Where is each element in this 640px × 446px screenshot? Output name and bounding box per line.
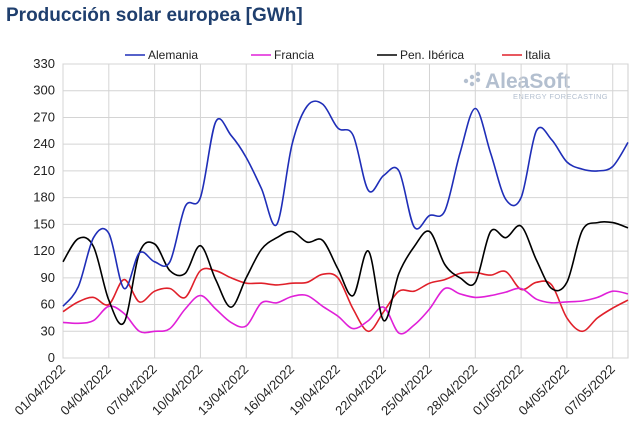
logo-sub: ENERGY FORECASTING <box>513 92 608 101</box>
y-tick-label: 330 <box>33 56 55 71</box>
y-tick-label: 180 <box>33 190 55 205</box>
y-tick-label: 210 <box>33 163 55 178</box>
y-tick-label: 120 <box>33 243 55 258</box>
series-line-alemania <box>62 100 629 307</box>
series-line-pen-iberica <box>62 220 629 325</box>
y-tick-label: 270 <box>33 109 55 124</box>
y-tick-label: 150 <box>33 216 55 231</box>
y-tick-label: 60 <box>41 297 55 312</box>
aleasoft-logo: AleaSoft ENERGY FORECASTING <box>463 70 608 101</box>
y-tick-label: 240 <box>33 136 55 151</box>
x-axis: 01/04/202204/04/202207/04/202210/04/2022… <box>11 362 617 419</box>
y-tick-label: 300 <box>33 83 55 98</box>
y-tick-label: 30 <box>41 323 55 338</box>
legend-label-alemania: Alemania <box>148 48 198 62</box>
legend: Alemania Francia Pen. Ibérica Italia <box>125 48 551 62</box>
chart-title: Producción solar europea [GWh] <box>6 5 303 26</box>
grid <box>62 63 629 359</box>
series-layer <box>62 100 629 335</box>
legend-label-italia: Italia <box>525 48 551 62</box>
y-axis: 0 30 60 90 120 150 180 210 240 270 300 330 <box>33 56 55 365</box>
series-line-italia <box>62 267 629 333</box>
legend-label-pen-iberica: Pen. Ibérica <box>400 48 464 62</box>
legend-label-francia: Francia <box>274 48 314 62</box>
y-tick-label: 90 <box>41 270 55 285</box>
y-tick-label: 0 <box>48 350 55 365</box>
series-line-francia <box>62 287 629 335</box>
logo-main: AleaSoft <box>485 70 570 93</box>
plot-area <box>62 63 629 359</box>
